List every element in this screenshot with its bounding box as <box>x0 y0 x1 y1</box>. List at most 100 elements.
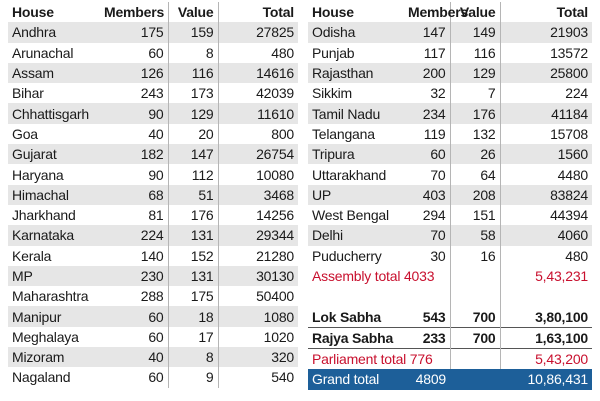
members-cell: 68 <box>100 184 168 205</box>
rajya-sabha-house: Rajya Sabha <box>308 326 404 349</box>
members-cell: 81 <box>148 207 164 224</box>
total-cell: 41184 <box>499 103 592 124</box>
value-cell: 147 <box>167 144 218 165</box>
left-table: House Members Value Total Andhra 175 159 27… <box>8 2 298 388</box>
members-cell: 90 <box>148 166 164 183</box>
house-cell: Chhattisgarh <box>8 103 100 124</box>
house-cell: Bihar <box>12 85 44 102</box>
total-cell: 26754 <box>217 144 298 165</box>
house-cell: Maharashtra <box>12 288 89 305</box>
table-row: MP 230 131 30130 <box>8 265 298 287</box>
house-cell: Odisha <box>308 22 404 43</box>
house-cell: Sikkim <box>312 85 353 102</box>
total-cell: 25800 <box>499 62 592 84</box>
total-cell: 4480 <box>499 164 592 185</box>
table-row: Kerala 140 152 21280 <box>8 245 298 266</box>
value-cell: 175 <box>167 286 218 307</box>
value-cell: 20 <box>167 123 218 145</box>
table-row: Arunachal 60 8 480 <box>8 42 298 63</box>
value-cell: 132 <box>449 123 500 145</box>
members-cell: 182 <box>100 144 168 165</box>
table-row: Himachal 68 51 3468 <box>8 184 298 205</box>
house-cell: West Bengal <box>312 207 389 224</box>
total-cell: 1560 <box>499 144 592 165</box>
house-cell: Manipur <box>8 306 100 327</box>
members-cell: 30 <box>430 247 446 264</box>
table-row: Manipur 60 18 1080 <box>8 306 298 327</box>
value-cell: 129 <box>167 103 218 124</box>
table-row: Tamil Nadu 234 176 41184 <box>308 103 592 124</box>
total-cell: 224 <box>499 83 592 104</box>
house-cell: UP <box>308 184 404 205</box>
lok-sabha-members: 543 <box>422 308 446 325</box>
house-cell: Goa <box>12 125 38 142</box>
parliament-total-value <box>449 348 500 370</box>
value-cell: 116 <box>167 62 218 84</box>
total-cell: 320 <box>217 347 298 368</box>
parliament-total-members: 776 <box>409 351 433 368</box>
house-cell: Telangana <box>312 125 375 142</box>
members-cell: 200 <box>404 62 450 84</box>
table-row: Assam 126 116 14616 <box>8 62 298 84</box>
members-cell: 234 <box>404 103 450 124</box>
table-row: Mizoram 40 8 320 <box>8 347 298 368</box>
members-cell: 32 <box>430 85 446 102</box>
total-cell: 21280 <box>217 245 298 266</box>
table-row: Odisha 147 149 21903 <box>308 22 592 43</box>
members-cell: 230 <box>100 265 168 287</box>
assembly-total-row: Assembly total 4033 5,43,231 <box>308 265 592 287</box>
lok-sabha-row: Lok Sabha 543 700 3,80,100 <box>308 306 592 328</box>
members-cell: 288 <box>140 288 164 305</box>
house-cell: Meghalaya <box>12 328 79 345</box>
members-cell: 403 <box>404 184 450 205</box>
members-cell: 243 <box>140 85 164 102</box>
value-cell: 149 <box>449 22 500 43</box>
assembly-total-label: Assembly total 4033 <box>308 266 450 286</box>
assembly-total-total: 5,43,231 <box>499 265 592 287</box>
summary-rows: Assembly total 4033 5,43,231 Lok Sabha 5… <box>308 265 592 390</box>
value-cell: 51 <box>167 184 218 205</box>
members-cell: 90 <box>100 103 168 124</box>
lok-sabha-house: Lok Sabha <box>312 308 381 325</box>
value-cell: 131 <box>167 225 218 246</box>
total-cell: 1020 <box>217 326 298 348</box>
members-cell: 224 <box>100 225 168 246</box>
header-value: Value <box>449 2 500 23</box>
assembly-total-members: 4033 <box>403 268 435 284</box>
table-row: West Bengal 294 151 44394 <box>308 204 592 226</box>
house-cell: Delhi <box>308 225 404 246</box>
members-cell: 60 <box>100 306 168 327</box>
total-cell: 480 <box>499 245 592 266</box>
header-house: House <box>12 4 54 21</box>
value-cell: 208 <box>449 184 500 205</box>
members-cell: 126 <box>100 62 168 84</box>
table-row: Sikkim 32 7 224 <box>308 83 592 104</box>
house-cell: Arunachal <box>12 44 74 61</box>
total-cell: 29344 <box>217 225 298 246</box>
table-row: Punjab 117 116 13572 <box>308 42 592 63</box>
table-row: Gujarat 182 147 26754 <box>8 144 298 165</box>
rajya-sabha-row: Rajya Sabha 233 700 1,63,100 <box>308 326 592 349</box>
value-cell: 58 <box>449 225 500 246</box>
house-cell: Andhra <box>8 22 100 43</box>
header-house: House <box>312 4 354 21</box>
members-cell: 60 <box>404 144 450 165</box>
table-row: Puducherry 30 16 480 <box>308 245 592 266</box>
house-cell: Jharkhand <box>12 207 76 224</box>
total-cell: 14616 <box>217 62 298 84</box>
table-row: Delhi 70 58 4060 <box>308 225 592 246</box>
table-row: Jharkhand 81 176 14256 <box>8 204 298 226</box>
value-cell: 176 <box>449 103 500 124</box>
header-total: Total <box>499 2 592 23</box>
value-cell: 17 <box>167 326 218 348</box>
right-table-body: Odisha 147 149 21903 Punjab 117 116 13572 Rajast… <box>308 22 592 266</box>
house-cell: Mizoram <box>8 347 100 368</box>
house-cell: Kerala <box>12 247 52 264</box>
value-cell: 112 <box>167 164 218 185</box>
table-row: Bihar 243 173 42039 <box>8 83 298 104</box>
house-cell: Haryana <box>12 166 64 183</box>
value-cell: 159 <box>167 22 218 43</box>
table-row: Maharashtra 288 175 50400 <box>8 286 298 307</box>
house-cell: Assam <box>8 62 100 84</box>
